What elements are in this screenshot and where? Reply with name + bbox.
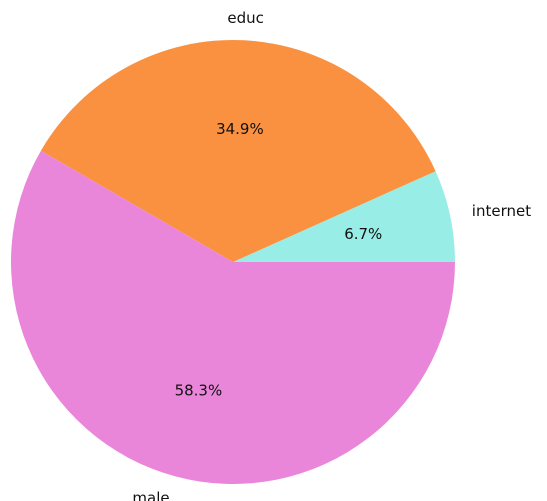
pie-slice-male — [11, 150, 456, 485]
pie-pct-label-male: 58.3% — [175, 382, 223, 400]
pie-slices — [11, 40, 456, 485]
pie-pct-label-internet: 6.7% — [344, 225, 382, 243]
pie-pct-label-educ: 34.9% — [216, 120, 264, 138]
pie-category-label-educ: educ — [227, 9, 264, 27]
pie-slice-internet — [233, 171, 455, 262]
pie-category-label-internet: internet — [472, 202, 531, 220]
pie-labels: 6.7% internet 34.9% educ 58.3% male — [132, 9, 531, 501]
pie-category-label-male: male — [132, 489, 169, 501]
pie-slice-educ — [40, 40, 436, 263]
